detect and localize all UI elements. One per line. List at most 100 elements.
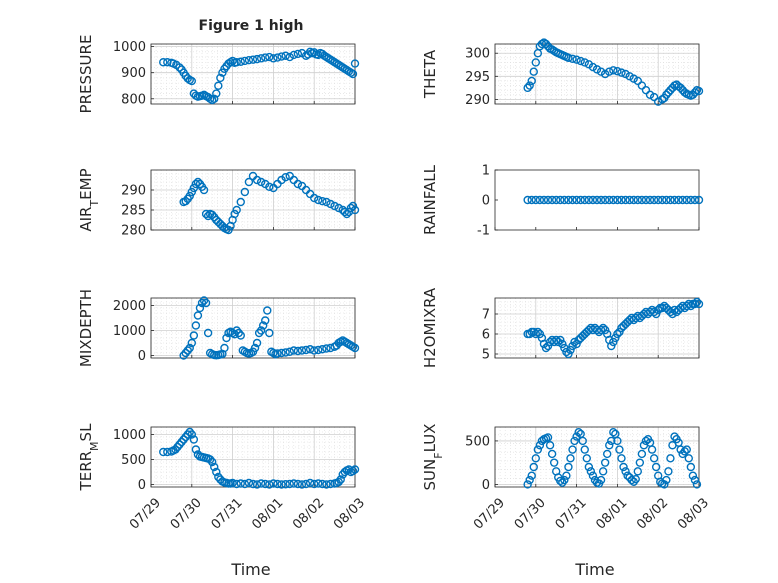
data-point <box>686 195 696 205</box>
y-tick-label: 0 <box>138 349 146 364</box>
data-point <box>293 179 303 189</box>
y-tick-label: 500 <box>465 434 490 449</box>
data-point <box>531 329 540 339</box>
data-point <box>674 195 683 205</box>
data-point <box>210 94 219 103</box>
data-point <box>682 195 691 205</box>
panel-8: 0 500 SUNFLUX 07/29 07/30 07/31 08/01 08/02 08/0… <box>421 424 712 533</box>
data-point <box>617 195 626 205</box>
data-point <box>181 348 190 358</box>
data-point <box>641 85 651 95</box>
data-point <box>527 195 536 205</box>
data-point <box>562 347 571 357</box>
data-point <box>566 454 575 463</box>
data-point <box>340 207 349 217</box>
data-point <box>248 55 258 64</box>
x-tick-label: 07/30 <box>168 495 205 532</box>
data-point <box>596 475 606 485</box>
data-point <box>531 195 540 205</box>
data-point <box>539 195 549 205</box>
data-point <box>346 203 356 213</box>
data-point <box>666 307 675 317</box>
data-point <box>600 195 610 205</box>
data-point <box>334 203 343 213</box>
data-point <box>201 209 211 219</box>
data-point <box>605 195 614 205</box>
data-point <box>619 462 628 472</box>
data-point <box>684 299 693 309</box>
data-point <box>611 333 620 343</box>
data-point <box>568 54 577 63</box>
data-point <box>254 328 264 338</box>
data-point <box>662 475 671 485</box>
data-point <box>680 447 689 456</box>
data-point <box>664 88 673 97</box>
data-point <box>252 338 262 348</box>
panel-1: 800 900 1000 PRESSURE <box>77 35 360 113</box>
data-point <box>613 195 622 205</box>
data-point <box>228 478 237 488</box>
data-point <box>265 480 274 489</box>
data-point <box>629 74 638 83</box>
x-tick-label: 08/03 <box>675 495 712 532</box>
data-point <box>598 323 608 333</box>
data-point <box>220 343 229 353</box>
data-point <box>615 445 624 454</box>
data-point <box>686 462 696 472</box>
axes-box <box>494 43 700 105</box>
y-label-part: SL <box>77 423 95 442</box>
data-point <box>222 333 231 343</box>
data-point <box>568 445 577 454</box>
data-point <box>273 349 282 358</box>
data-point <box>285 347 294 356</box>
data-point <box>250 343 260 353</box>
x-tick-label: 07/31 <box>209 495 246 532</box>
data-point <box>596 195 606 205</box>
y-tick-label: 1 <box>482 164 490 179</box>
data-point <box>269 54 278 63</box>
data-point <box>201 298 211 308</box>
data-point <box>244 177 254 187</box>
data-point <box>564 195 573 205</box>
data-point <box>596 325 606 335</box>
data-point <box>533 445 543 454</box>
data-point <box>525 329 534 339</box>
data-point <box>252 175 262 185</box>
data-point <box>281 172 290 182</box>
data-point <box>318 345 327 354</box>
data-point <box>305 345 315 354</box>
panel-6: 5 6 7 H2OMIXRA <box>421 287 704 368</box>
data-point <box>580 195 589 205</box>
data-point <box>572 339 581 349</box>
data-point <box>340 467 349 477</box>
data-point <box>248 479 258 489</box>
data-point <box>627 475 636 485</box>
data-point <box>293 49 303 59</box>
data-point <box>625 195 634 205</box>
data-point <box>621 467 630 476</box>
data-point <box>682 445 691 454</box>
data-point <box>600 458 610 467</box>
data-point <box>234 328 243 338</box>
data-point <box>570 337 579 347</box>
data-point <box>297 480 307 489</box>
data-point <box>658 95 667 104</box>
x-axis-label-right: Time <box>574 560 614 579</box>
data-point <box>301 345 311 355</box>
x-tick-label: 07/30 <box>512 495 549 532</box>
data-point <box>588 195 598 205</box>
data-point <box>617 68 626 77</box>
data-point <box>207 457 217 467</box>
data-point <box>564 462 573 472</box>
data-point <box>580 58 589 67</box>
y-tick-label: 1000 <box>113 324 146 339</box>
data-point <box>273 53 282 62</box>
data-point <box>613 67 622 76</box>
data-point <box>252 480 262 489</box>
data-point <box>543 433 553 442</box>
data-point <box>212 89 221 98</box>
data-point <box>314 195 323 205</box>
data-point <box>277 52 286 61</box>
data-point <box>668 309 677 319</box>
